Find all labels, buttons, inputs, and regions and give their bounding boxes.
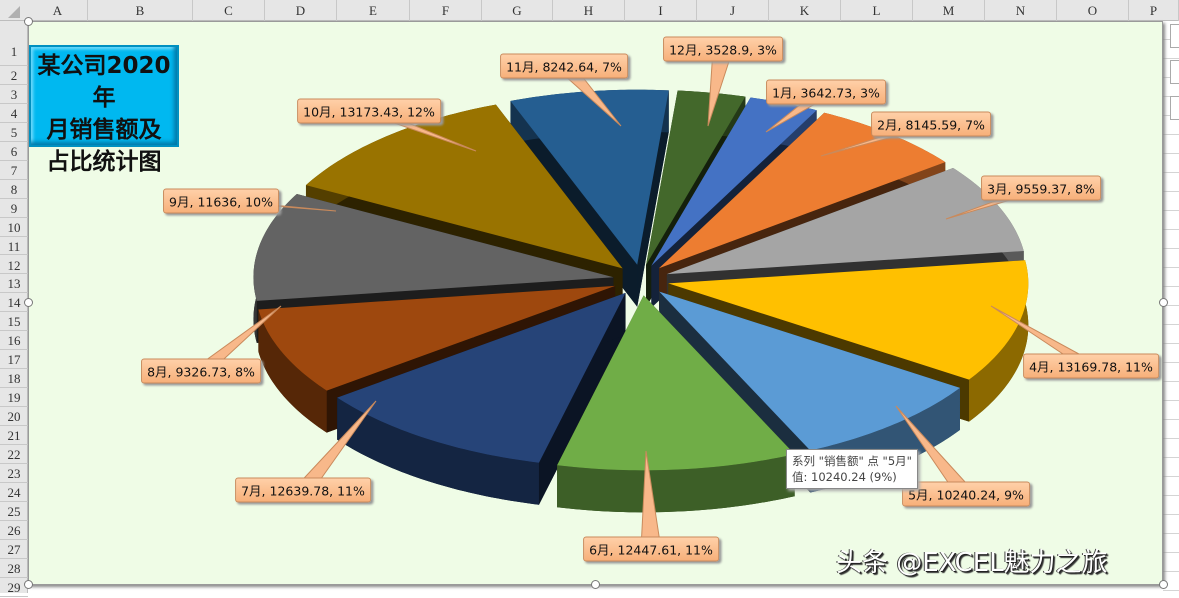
watermark: 头条 @EXCEL魅力之旅	[836, 548, 1108, 578]
slice-12月[interactable]	[646, 90, 746, 265]
resize-handle[interactable]	[1159, 298, 1168, 307]
column-header-P[interactable]: P	[1129, 0, 1179, 21]
row-header-18[interactable]: 18	[0, 369, 28, 389]
data-label-6月[interactable]: 6月, 12447.61, 11%	[583, 536, 719, 562]
slice-9月[interactable]	[253, 193, 614, 301]
slice-11月[interactable]	[510, 89, 669, 265]
slice-rim	[258, 309, 327, 433]
slice-3月[interactable]	[666, 167, 1024, 275]
tooltip-series-point: 系列 "销售额" 点 "5月"	[792, 454, 912, 468]
column-header-C[interactable]: C	[193, 0, 265, 21]
column-header-I[interactable]: I	[625, 0, 697, 21]
data-label-10月[interactable]: 10月, 13173.43, 12%	[297, 98, 441, 124]
resize-handle[interactable]	[24, 298, 33, 307]
row-header-3[interactable]: 3	[0, 85, 28, 104]
chart-filters-button[interactable]	[1170, 96, 1179, 120]
row-header-2[interactable]: 2	[0, 66, 28, 85]
slice-8月[interactable]	[258, 285, 616, 391]
row-header-9[interactable]: 9	[0, 199, 28, 218]
row-header-17[interactable]: 17	[0, 350, 28, 370]
data-label-7月[interactable]: 7月, 12639.78, 11%	[235, 477, 371, 503]
title-line: 某公司2020年	[37, 53, 171, 111]
row-header-19[interactable]: 19	[0, 388, 28, 408]
data-label-5月[interactable]: 5月, 10240.24, 9%	[902, 481, 1030, 507]
resize-handle[interactable]	[24, 580, 33, 589]
row-header-12[interactable]: 12	[0, 256, 28, 275]
title-line: 占比统计图	[46, 149, 162, 175]
column-header-K[interactable]: K	[769, 0, 841, 21]
row-header-28[interactable]: 28	[0, 559, 28, 578]
column-header-A[interactable]: A	[28, 0, 88, 21]
row-header-4[interactable]: 4	[0, 104, 28, 123]
row-header-27[interactable]: 27	[0, 540, 28, 559]
column-header-N[interactable]: N	[985, 0, 1057, 21]
slice-4月[interactable]	[668, 260, 1029, 380]
slice-rim	[969, 260, 1029, 422]
slice-2月[interactable]	[658, 112, 946, 269]
column-header-D[interactable]: D	[265, 0, 337, 21]
row-header-29[interactable]: 29	[0, 578, 28, 597]
row-header-24[interactable]: 24	[0, 483, 28, 502]
slice-5月[interactable]	[659, 291, 960, 451]
resize-handle[interactable]	[1159, 580, 1168, 589]
resize-handle[interactable]	[591, 580, 600, 589]
column-header-E[interactable]: E	[337, 0, 410, 21]
slice-rim	[557, 454, 795, 513]
row-header-25[interactable]: 25	[0, 502, 28, 521]
row-header-7[interactable]: 7	[0, 161, 28, 180]
row-header-11[interactable]: 11	[0, 237, 28, 256]
data-label-11月[interactable]: 11月, 8242.64, 7%	[500, 53, 628, 79]
data-label-2月[interactable]: 2月, 8145.59, 7%	[871, 111, 991, 137]
slice-10月[interactable]	[305, 104, 623, 269]
select-all-button[interactable]	[8, 6, 20, 18]
column-header-F[interactable]: F	[410, 0, 482, 21]
row-header-16[interactable]: 16	[0, 331, 28, 351]
column-header-M[interactable]: M	[913, 0, 985, 21]
slice-6月[interactable]	[557, 295, 795, 471]
resize-handle[interactable]	[24, 17, 33, 26]
row-header-22[interactable]: 22	[0, 445, 28, 464]
row-header-10[interactable]: 10	[0, 218, 28, 237]
row-header-5[interactable]: 5	[0, 123, 28, 142]
slice-rim	[337, 397, 539, 505]
tooltip-value: 值: 10240.24 (9%)	[792, 470, 897, 484]
row-header-20[interactable]: 20	[0, 407, 28, 427]
data-label-9月[interactable]: 9月, 11636, 10%	[163, 188, 279, 214]
chart-area[interactable]: 某公司2020年 月销售额及 占比统计图 1月, 3642.73, 3% 2月, …	[28, 21, 1163, 585]
slice-wall	[538, 292, 626, 505]
title-line: 月销售额及	[46, 117, 162, 143]
column-header-H[interactable]: H	[553, 0, 625, 21]
column-header-J[interactable]: J	[697, 0, 769, 21]
row-header-8[interactable]: 8	[0, 180, 28, 199]
tooltip: 系列 "销售额" 点 "5月" 值: 10240.24 (9%)	[786, 449, 918, 489]
slice-7月[interactable]	[337, 292, 626, 463]
row-header-14[interactable]: 14	[0, 293, 28, 313]
chart-elements-button[interactable]	[1170, 24, 1179, 48]
row-header-1[interactable]: 1	[0, 21, 28, 66]
column-header-O[interactable]: O	[1057, 0, 1129, 21]
row-header-26[interactable]: 26	[0, 521, 28, 540]
data-label-1月[interactable]: 1月, 3642.73, 3%	[766, 79, 886, 105]
column-header-B[interactable]: B	[88, 0, 193, 21]
column-header-L[interactable]: L	[841, 0, 913, 21]
column-header-G[interactable]: G	[482, 0, 553, 21]
slice-1月[interactable]	[651, 97, 817, 266]
chart-styles-button[interactable]	[1170, 60, 1179, 84]
row-header-bar: 1 2 3 4 5 6 7 8 9 10 11 12 13 14 15 16 17 18 19 20 21 22 23 24 2…	[0, 21, 28, 597]
row-header-23[interactable]: 23	[0, 464, 28, 483]
pie-plot	[189, 48, 1102, 550]
data-label-12月[interactable]: 12月, 3528.9, 3%	[663, 36, 783, 62]
slice-wall	[637, 90, 669, 307]
chart-title[interactable]: 某公司2020年 月销售额及 占比统计图	[29, 45, 179, 175]
data-label-8月[interactable]: 8月, 9326.73, 8%	[141, 358, 261, 384]
row-header-21[interactable]: 21	[0, 426, 28, 445]
row-header-6[interactable]: 6	[0, 142, 28, 161]
data-label-3月[interactable]: 3月, 9559.37, 8%	[981, 175, 1101, 201]
cell-grid[interactable]	[1163, 21, 1179, 593]
data-label-4月[interactable]: 4月, 13169.78, 11%	[1023, 353, 1159, 379]
row-header-15[interactable]: 15	[0, 312, 28, 332]
row-header-13[interactable]: 13	[0, 274, 28, 294]
